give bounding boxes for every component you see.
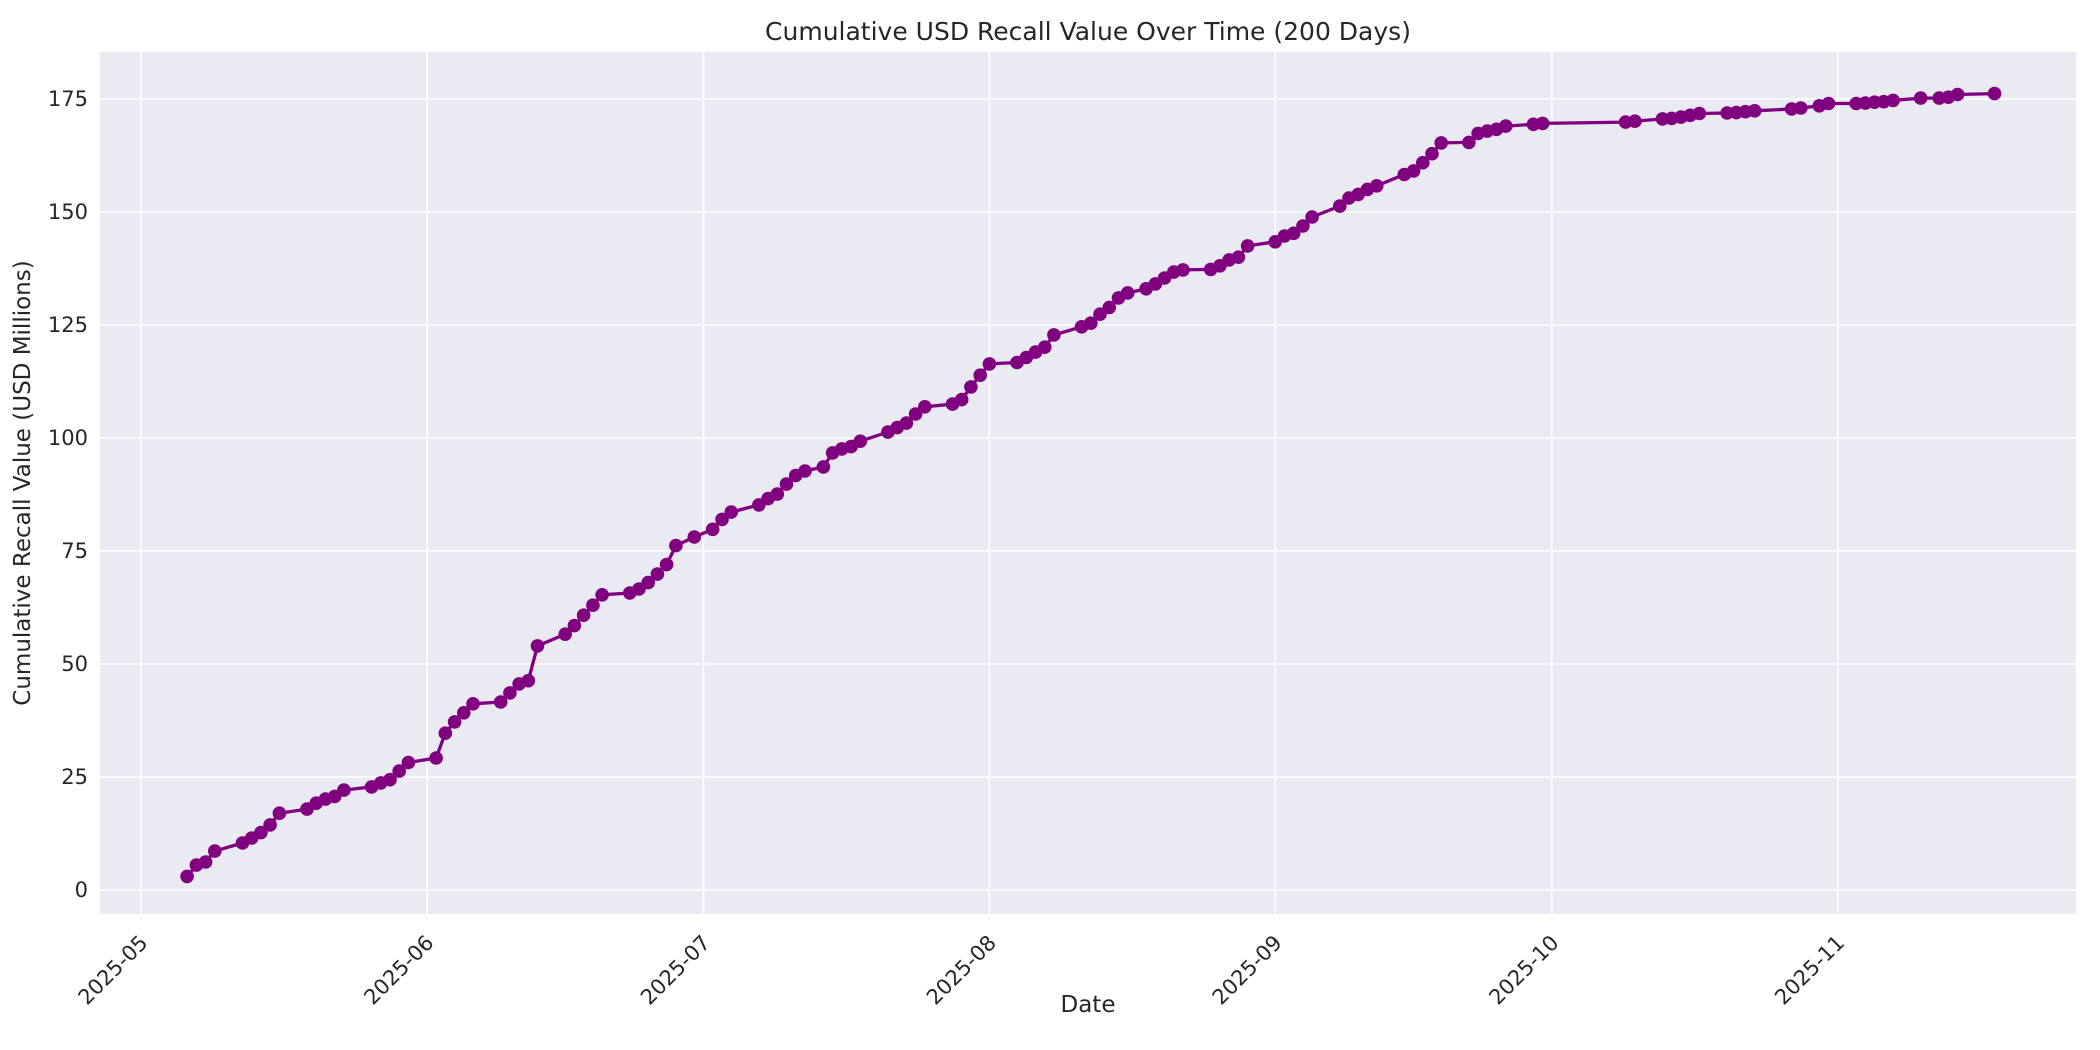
data-point-marker (1425, 146, 1439, 161)
data-point-marker (429, 751, 443, 765)
data-point-marker (669, 538, 683, 553)
data-point-marker (1231, 250, 1246, 264)
data-point-marker (1240, 239, 1255, 253)
data-point-marker (558, 627, 572, 641)
data-point-marker (705, 522, 720, 537)
data-point-marker (530, 639, 545, 653)
data-point-marker (954, 392, 969, 407)
data-point-marker (1886, 93, 1900, 108)
data-point-marker (493, 695, 508, 709)
data-point-marker (973, 368, 987, 383)
data-point-marker (1286, 226, 1301, 241)
data-point-marker (641, 575, 655, 590)
data-point-marker (650, 567, 665, 581)
data-point-marker (392, 764, 407, 778)
data-point-marker (1176, 263, 1190, 277)
data-point-marker (1434, 136, 1448, 150)
y-tick-label: 0 (75, 878, 88, 902)
data-point-marker (853, 434, 868, 449)
data-point-marker (1913, 91, 1928, 105)
data-point-marker (438, 726, 453, 740)
plot-background (100, 52, 2076, 914)
x-axis-label: Date (1061, 992, 1116, 1018)
data-point-marker (1305, 210, 1319, 224)
data-point-marker (1416, 155, 1430, 170)
data-point-marker (466, 697, 480, 711)
data-point-marker (1047, 328, 1061, 342)
data-point-marker (1535, 116, 1550, 131)
data-point-marker (724, 505, 738, 519)
data-point-marker (1120, 286, 1135, 300)
data-point-marker (263, 818, 277, 832)
data-point-marker (1093, 307, 1107, 322)
y-tick-label: 125 (48, 313, 88, 337)
data-point-marker (908, 407, 923, 421)
data-point-marker (715, 512, 729, 527)
data-point-marker (1692, 106, 1707, 121)
data-point-marker (337, 783, 351, 797)
data-point-marker (1406, 164, 1421, 178)
data-point-marker (1084, 316, 1098, 331)
x-tick-label: 2025-06 (359, 931, 438, 1010)
data-point-marker (1369, 179, 1384, 193)
data-point-marker (770, 487, 785, 501)
data-point-marker (1794, 101, 1808, 115)
data-point-marker (208, 844, 222, 858)
chart-title: Cumulative USD Recall Value Over Time (2… (765, 17, 1411, 46)
x-tick-label: 2025-11 (1770, 931, 1849, 1010)
data-point-marker (521, 673, 536, 688)
data-point-marker (816, 460, 831, 474)
y-axis-label: Cumulative Recall Value (USD Millions) (10, 260, 36, 705)
plot-area (100, 52, 2076, 914)
data-point-marker (567, 618, 582, 633)
y-tick-label: 75 (61, 539, 88, 563)
data-point-marker (180, 869, 194, 884)
data-point-marker (659, 557, 674, 572)
data-point-marker (1296, 219, 1310, 233)
data-point-marker (576, 608, 591, 622)
series-markers (180, 86, 2002, 884)
y-tick-label: 150 (48, 200, 88, 224)
x-tick-label: 2025-07 (636, 931, 715, 1010)
data-point-marker (272, 806, 287, 820)
data-point-marker (1821, 96, 1836, 111)
x-tick-label: 2025-08 (922, 931, 1001, 1010)
x-tick-label: 2025-10 (1484, 931, 1563, 1010)
data-point-marker (964, 380, 978, 394)
y-tick-label: 175 (48, 87, 88, 111)
data-point-marker (198, 855, 213, 869)
data-point-marker (503, 686, 517, 700)
data-point-marker (254, 825, 268, 840)
x-tick-label: 2025-09 (1208, 931, 1287, 1010)
y-tick-label: 100 (48, 426, 88, 450)
data-point-marker (1950, 87, 1965, 102)
data-point-marker (447, 715, 462, 729)
data-point-marker (1037, 340, 1052, 355)
y-tick-label: 25 (61, 765, 88, 789)
data-point-marker (457, 706, 471, 720)
data-point-marker (1102, 300, 1117, 315)
y-tick-label: 50 (61, 652, 88, 676)
data-point-marker (1987, 86, 2002, 101)
data-point-marker (798, 464, 812, 478)
data-point-marker (1499, 119, 1513, 133)
data-point-marker (1747, 104, 1762, 118)
data-point-marker (1462, 135, 1476, 150)
data-point-marker (918, 400, 932, 414)
data-point-marker (1628, 114, 1642, 128)
data-point-marker (401, 755, 416, 770)
data-point-marker (779, 477, 794, 491)
data-point-marker (595, 588, 609, 602)
data-point-marker (899, 416, 914, 430)
data-point-marker (383, 772, 397, 787)
x-tick-label: 2025-05 (74, 931, 153, 1010)
data-point-marker (982, 357, 997, 371)
data-point-marker (586, 598, 600, 612)
data-point-marker (1333, 199, 1347, 213)
data-point-marker (687, 530, 702, 544)
